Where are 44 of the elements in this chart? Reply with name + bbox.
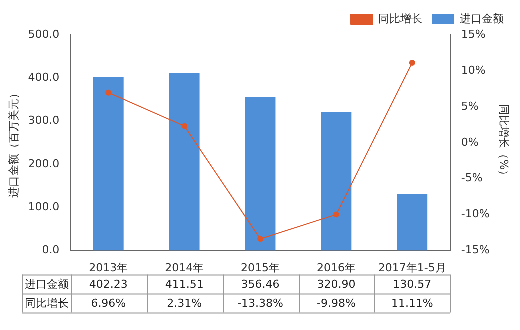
data-label: 11.11% [391, 297, 434, 310]
data-label: 320.90 [317, 278, 356, 292]
y2-axis-title: 同比增长（%） [498, 104, 511, 182]
bar [321, 112, 352, 251]
x-tick-label: 2016年 [316, 261, 356, 274]
x-tick-label: 2015年 [241, 261, 280, 274]
y2-tick-label: 5% [461, 100, 479, 113]
y2-tick-label: 15% [461, 28, 486, 41]
data-label: 2.31% [167, 297, 202, 310]
data-label: -13.38% [238, 297, 284, 310]
y-tick-label: 500.0 [28, 28, 60, 41]
data-label: 402.23 [89, 278, 128, 292]
x-tick-label: 2014年 [165, 261, 204, 274]
y-axis-title: 进口金额（百万美元） [7, 88, 20, 198]
y2-tick-label: 0% [461, 136, 479, 149]
text: 同比增长 [25, 297, 69, 310]
data-label: 411.51 [165, 278, 204, 292]
y2-tick-label: -10% [461, 208, 490, 221]
y-tick-label: 300.0 [28, 114, 60, 128]
legend-label: 同比增长 [378, 12, 422, 26]
x-tick-label: 2017年1-5月 [378, 261, 446, 274]
bar [397, 194, 428, 251]
y-tick-label: 400.0 [28, 71, 60, 84]
y2-tick-label: -15% [461, 244, 490, 257]
point [182, 123, 188, 130]
data-label: 356.46 [241, 278, 280, 292]
y-tick-label: 0.0 [42, 244, 60, 257]
data-label: -9.98% [317, 297, 356, 310]
point [258, 236, 264, 242]
point [106, 90, 112, 96]
y-tick-label: 100.0 [28, 200, 60, 214]
point [409, 60, 416, 66]
point [333, 212, 340, 218]
data-label: 6.96% [91, 297, 126, 310]
bar [169, 73, 200, 251]
bar [245, 96, 276, 251]
y-tick-label: 200.0 [28, 157, 60, 170]
legend-label: 进口金额 [460, 12, 504, 26]
bar [93, 77, 124, 251]
data-label: 130.57 [393, 278, 432, 292]
y2-tick-label: -5% [461, 172, 483, 185]
text: 进口金额 [25, 278, 69, 292]
y2-tick-label: 10% [461, 64, 486, 77]
x-tick-label: 2013年 [89, 261, 128, 274]
